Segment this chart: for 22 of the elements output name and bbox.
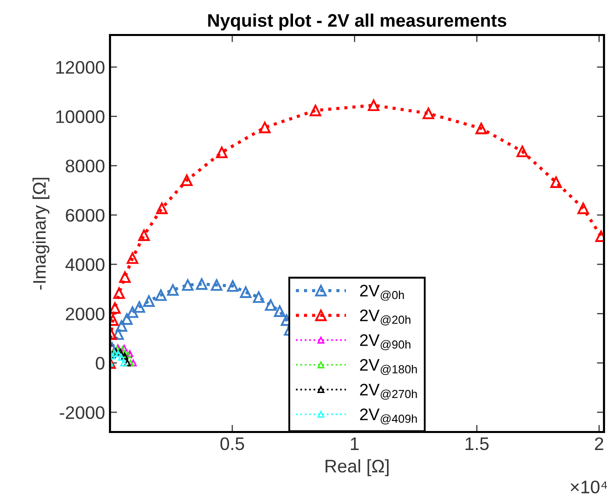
legend-label: 2V$_{@20h}$	[360, 310, 410, 326]
y-tick-label: 12000	[56, 60, 104, 74]
x-tick-label: 1	[350, 438, 359, 450]
y-tick-label: -2000	[60, 406, 104, 419]
legend-label: 2V$_{@0h}$	[360, 284, 404, 301]
y-axis-title: -Imaginary [Ω]	[32, 178, 50, 290]
y-tick-label: 6000	[66, 208, 104, 222]
x-tick-label: 1.5	[466, 438, 489, 450]
x-axis-title: Real [Ω]	[326, 459, 389, 476]
y-tick-label: 0	[96, 356, 104, 370]
legend-label: 2V$_{@409h}$	[360, 408, 417, 424]
y-tick-label: 2000	[66, 308, 104, 320]
legend-label: 2V$_{@270h}$	[360, 384, 417, 400]
y-tick-label: 8000	[66, 160, 104, 172]
text: ×10⁴	[570, 480, 608, 494]
x-tick-label: 0.5	[220, 437, 244, 450]
y-tick-label: 4000	[65, 258, 104, 272]
y-tick-label: 10000	[56, 110, 104, 124]
x-tick-label: 2	[594, 437, 604, 450]
legend-label: 2V$_{@180h}$	[360, 359, 417, 375]
chart-title: Nyquist plot - 2V all measurements	[208, 14, 506, 30]
legend-label: 2V$_{@90h}$	[360, 334, 410, 350]
